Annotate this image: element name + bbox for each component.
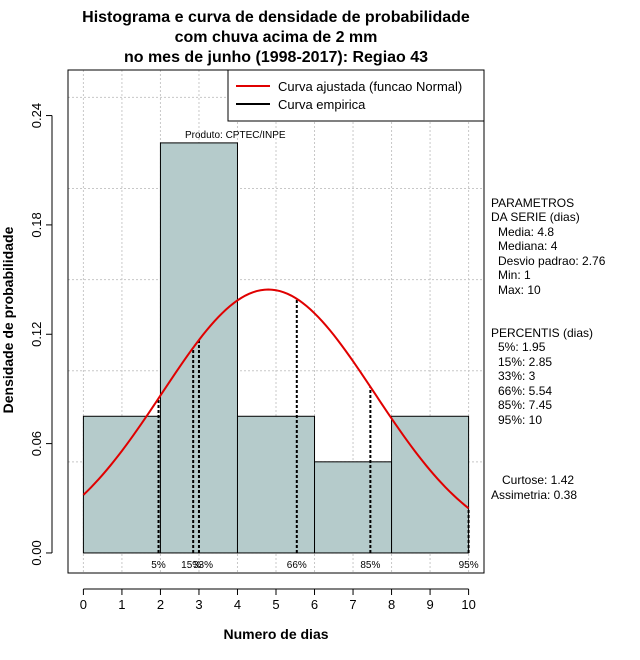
normal-curve bbox=[82, 288, 470, 510]
source-label: Produto: CPTEC/INPE bbox=[185, 130, 286, 141]
params-title-2: DA SERIE (dias) bbox=[491, 210, 580, 224]
histogram-bar bbox=[391, 415, 470, 554]
axes: 0 1 2 3 4 5 6 7 8 9 10 0.00 0.06 0.12 0.18 0.24 bbox=[29, 103, 476, 612]
legend-label-empirical: Curva empirica bbox=[278, 97, 366, 112]
x-tick-label: 4 bbox=[234, 597, 241, 612]
percentile-label: 95% bbox=[459, 560, 479, 571]
percentile-label: 5% bbox=[151, 560, 166, 571]
param-min: Min: 1 bbox=[498, 268, 531, 282]
x-tick-label: 10 bbox=[461, 597, 475, 612]
y-tick-label: 0.00 bbox=[29, 540, 44, 565]
params-title-1: PARAMETROS bbox=[491, 196, 574, 210]
param-desvio: Desvio padrao: 2.76 bbox=[498, 254, 606, 268]
percentile-label: 33% bbox=[193, 560, 213, 571]
chart-title-line-1: Histograma e curva de densidade de proba… bbox=[82, 9, 470, 26]
y-tick-label: 0.24 bbox=[29, 103, 44, 128]
percentil-66: 66%: 5.54 bbox=[498, 384, 552, 398]
chart-title-line-2: com chuva acima de 2 mm bbox=[175, 29, 378, 46]
percentil-95: 95%: 10 bbox=[498, 413, 542, 427]
x-tick-label: 1 bbox=[118, 597, 125, 612]
y-axis-label: Densidade de probabilidade bbox=[0, 226, 16, 413]
percentil-5: 5%: 1.95 bbox=[498, 340, 546, 354]
x-tick-label: 3 bbox=[195, 597, 202, 612]
x-tick-label: 8 bbox=[388, 597, 395, 612]
legend: Curva ajustada (funcao Normal) Curva emp… bbox=[227, 69, 485, 122]
percentil-85: 85%: 7.45 bbox=[498, 398, 552, 412]
param-max: Max: 10 bbox=[498, 283, 541, 297]
x-tick-label: 7 bbox=[349, 597, 356, 612]
histogram-bar bbox=[314, 461, 393, 554]
percentile-label: 85% bbox=[360, 560, 380, 571]
x-tick-label: 5 bbox=[272, 597, 279, 612]
percentile-label: 66% bbox=[287, 560, 307, 571]
histogram-bar bbox=[236, 415, 316, 554]
x-tick-label: 9 bbox=[426, 597, 433, 612]
x-tick-label: 6 bbox=[311, 597, 318, 612]
param-media: Media: 4.8 bbox=[498, 225, 554, 239]
y-tick-label: 0.12 bbox=[29, 322, 44, 347]
x-axis-label: Numero de dias bbox=[223, 626, 328, 642]
curtose: Curtose: 1.42 bbox=[502, 473, 574, 487]
x-tick-label: 2 bbox=[157, 597, 164, 612]
assimetria: Assimetria: 0.38 bbox=[491, 488, 577, 502]
param-mediana: Mediana: 4 bbox=[498, 239, 558, 253]
legend-box bbox=[227, 69, 485, 122]
y-tick-label: 0.18 bbox=[29, 212, 44, 237]
chart-title-line-3: no mes de junho (1998-2017): Regiao 43 bbox=[124, 49, 428, 66]
percentil-15: 15%: 2.85 bbox=[498, 355, 552, 369]
percentile-label: 15% bbox=[181, 560, 201, 571]
y-tick-label: 0.06 bbox=[29, 431, 44, 456]
percentile-lines: 5% 15%33% 66% 85% 95% bbox=[151, 298, 479, 571]
percentil-33: 33%: 3 bbox=[498, 369, 536, 383]
percentis-title: PERCENTIS (dias) bbox=[491, 326, 593, 340]
histogram-bar bbox=[82, 415, 161, 554]
normal-curve-group bbox=[82, 288, 470, 510]
side-panel: PARAMETROS DA SERIE (dias) Media: 4.8 Me… bbox=[491, 196, 606, 502]
x-tick-label: 0 bbox=[80, 597, 87, 612]
legend-label-normal: Curva ajustada (funcao Normal) bbox=[278, 79, 462, 94]
